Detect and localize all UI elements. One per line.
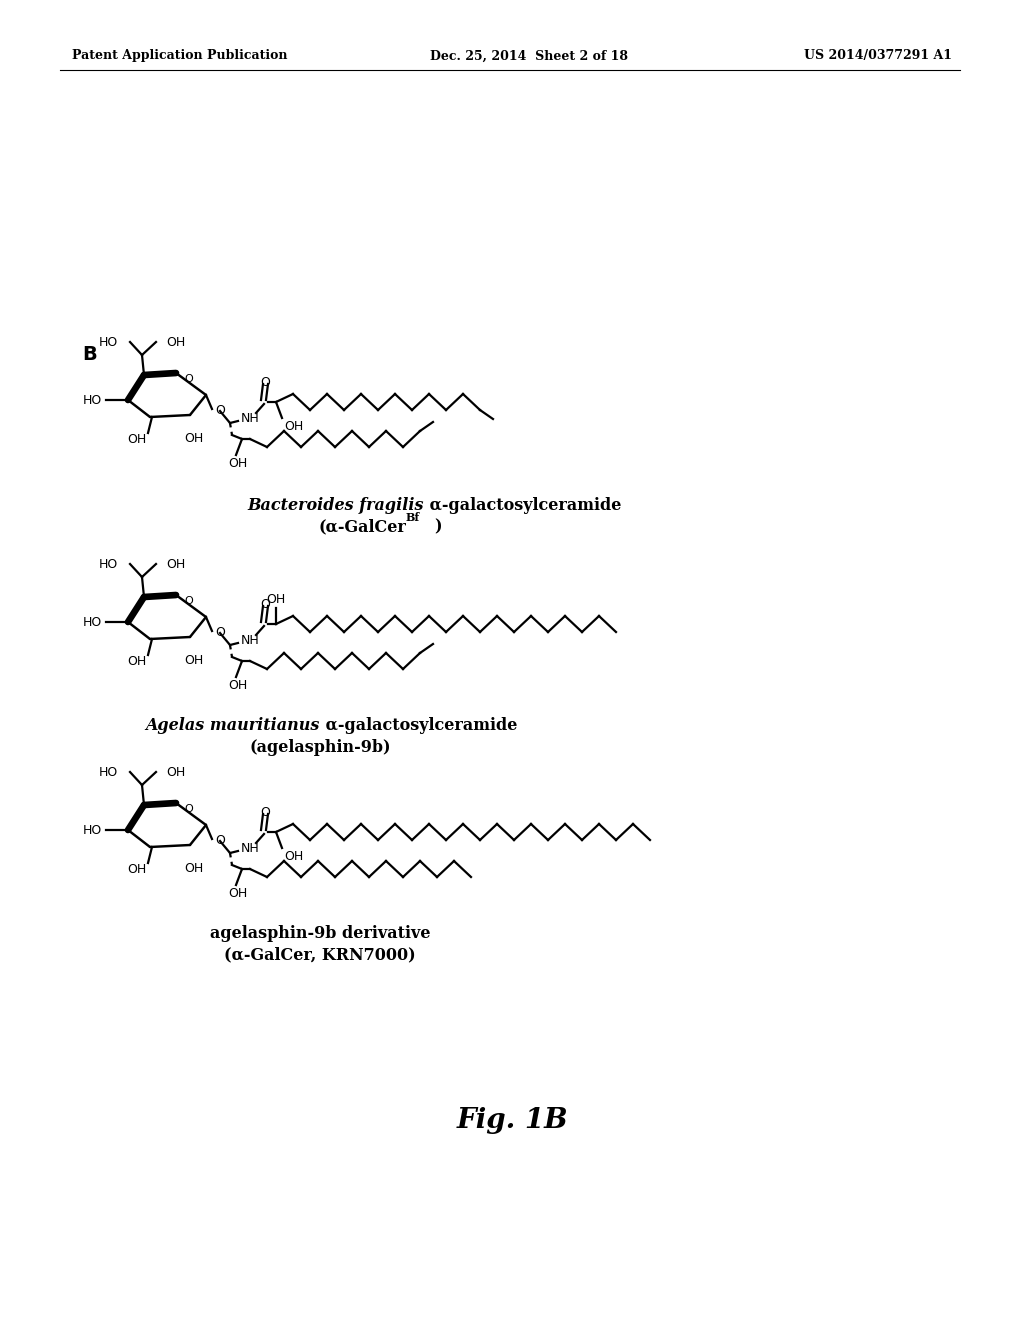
Text: OH: OH [228, 678, 248, 692]
Text: (agelasphin-9b): (agelasphin-9b) [249, 738, 391, 755]
Text: O: O [215, 834, 225, 847]
Text: agelasphin-9b derivative: agelasphin-9b derivative [210, 924, 430, 941]
Text: ): ) [434, 519, 441, 536]
Text: (α-GalCer: (α-GalCer [318, 519, 406, 536]
Text: NH: NH [241, 412, 259, 425]
Text: Dec. 25, 2014  Sheet 2 of 18: Dec. 25, 2014 Sheet 2 of 18 [430, 49, 628, 62]
Text: Bacteroides fragilis: Bacteroides fragilis [248, 496, 424, 513]
Text: OH: OH [228, 457, 248, 470]
Text: O: O [184, 804, 194, 814]
Text: HO: HO [98, 557, 118, 570]
Text: (α-GalCer, KRN7000): (α-GalCer, KRN7000) [224, 946, 416, 964]
Text: NH: NH [241, 842, 259, 854]
Text: Bf: Bf [406, 512, 420, 523]
Text: O: O [260, 598, 270, 610]
Text: Patent Application Publication: Patent Application Publication [72, 49, 288, 62]
Text: OH: OH [127, 655, 146, 668]
Text: OH: OH [127, 863, 146, 876]
Text: OH: OH [228, 887, 248, 900]
Text: NH: NH [241, 634, 259, 647]
Text: α-galactosylceramide: α-galactosylceramide [319, 717, 517, 734]
Text: O: O [215, 404, 225, 417]
Text: O: O [184, 597, 194, 606]
Text: α-galactosylceramide: α-galactosylceramide [424, 496, 622, 513]
Text: OH: OH [166, 335, 185, 348]
Text: OH: OH [284, 850, 303, 863]
Text: OH: OH [184, 862, 204, 875]
Text: HO: HO [83, 615, 102, 628]
Text: OH: OH [166, 766, 185, 779]
Text: OH: OH [184, 653, 204, 667]
Text: US 2014/0377291 A1: US 2014/0377291 A1 [804, 49, 952, 62]
Text: OH: OH [127, 433, 146, 446]
Text: HO: HO [83, 393, 102, 407]
Text: OH: OH [166, 557, 185, 570]
Text: O: O [260, 375, 270, 388]
Text: OH: OH [284, 420, 303, 433]
Text: OH: OH [266, 593, 286, 606]
Text: HO: HO [98, 766, 118, 779]
Text: HO: HO [83, 824, 102, 837]
Text: Fig. 1B: Fig. 1B [456, 1106, 568, 1134]
Text: O: O [260, 805, 270, 818]
Text: O: O [184, 374, 194, 384]
Text: HO: HO [98, 335, 118, 348]
Text: O: O [215, 627, 225, 639]
Text: Agelas mauritianus: Agelas mauritianus [145, 717, 319, 734]
Text: OH: OH [184, 432, 204, 445]
Text: B: B [82, 346, 96, 364]
